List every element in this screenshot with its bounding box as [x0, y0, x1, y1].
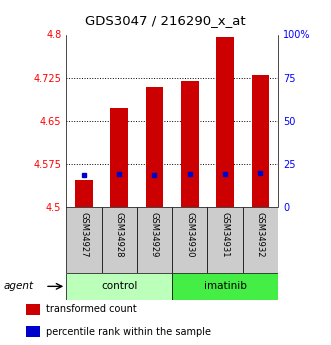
- Bar: [26, 326, 40, 337]
- Bar: [208, 207, 243, 273]
- Bar: [172, 207, 208, 273]
- Text: agent: agent: [3, 282, 33, 291]
- Bar: [243, 207, 278, 273]
- Bar: [75, 180, 93, 207]
- Bar: [137, 207, 172, 273]
- Bar: [172, 273, 278, 300]
- Bar: [252, 75, 269, 207]
- Bar: [66, 273, 172, 300]
- Bar: [26, 303, 40, 315]
- Bar: [110, 108, 128, 207]
- Text: GSM34930: GSM34930: [185, 212, 194, 258]
- Text: GSM34927: GSM34927: [79, 212, 88, 258]
- Bar: [216, 37, 234, 207]
- Bar: [102, 207, 137, 273]
- Bar: [181, 81, 199, 207]
- Text: transformed count: transformed count: [46, 304, 137, 314]
- Text: imatinib: imatinib: [204, 282, 247, 291]
- Bar: [66, 207, 102, 273]
- Text: GDS3047 / 216290_x_at: GDS3047 / 216290_x_at: [85, 14, 246, 27]
- Text: GSM34928: GSM34928: [115, 212, 124, 258]
- Text: control: control: [101, 282, 137, 291]
- Text: percentile rank within the sample: percentile rank within the sample: [46, 327, 211, 337]
- Text: GSM34929: GSM34929: [150, 212, 159, 258]
- Text: GSM34931: GSM34931: [220, 212, 230, 258]
- Bar: [146, 87, 163, 207]
- Text: GSM34932: GSM34932: [256, 212, 265, 258]
